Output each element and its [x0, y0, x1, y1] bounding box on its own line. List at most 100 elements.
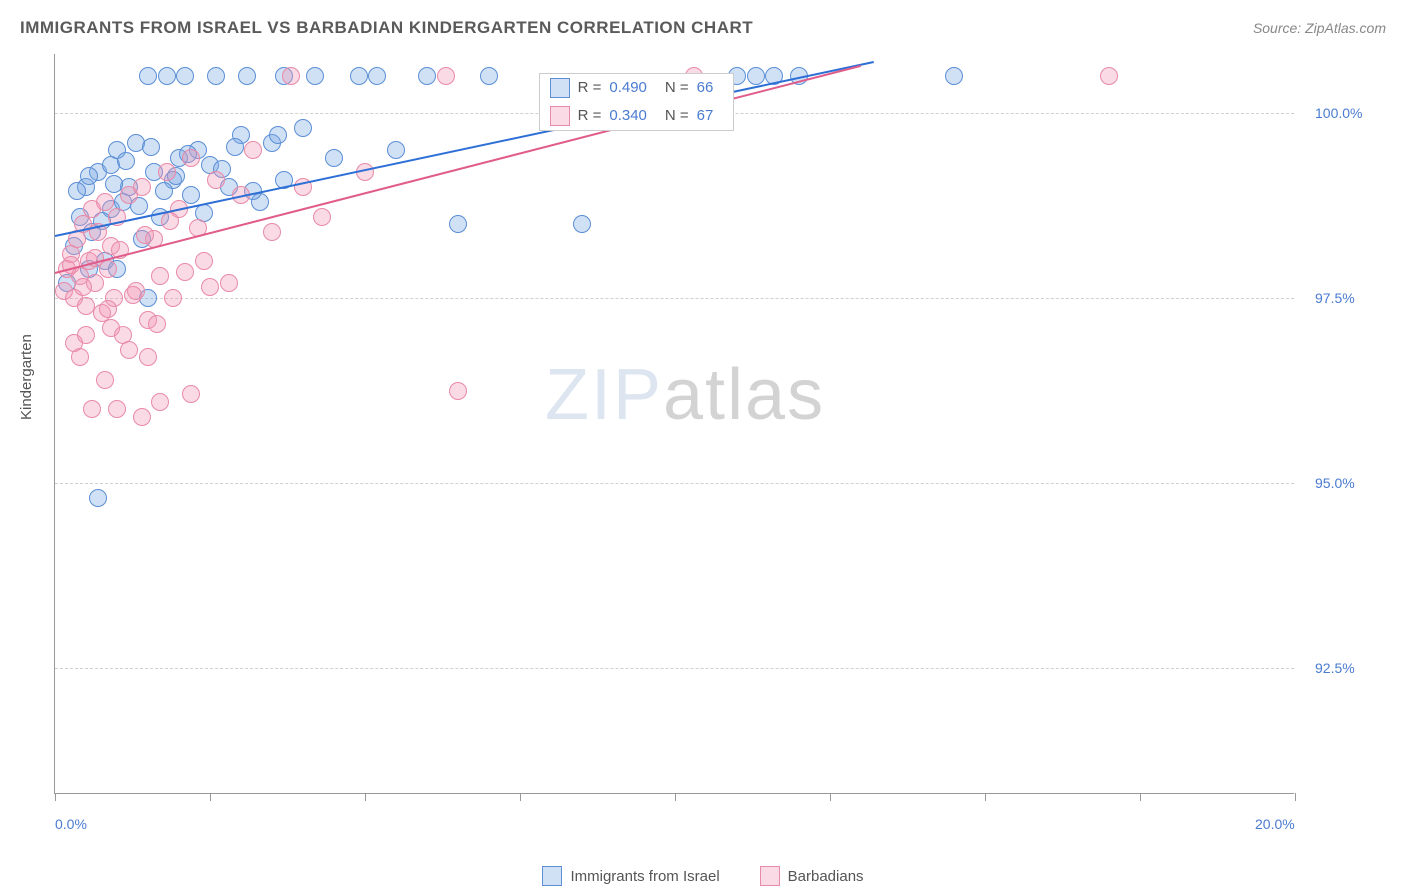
data-point	[83, 400, 101, 418]
watermark-atlas: atlas	[663, 355, 825, 435]
stats-box: R = 0.490 N = 66 R = 0.340 N = 67	[539, 73, 735, 131]
data-point	[158, 163, 176, 181]
data-point	[96, 193, 114, 211]
data-point	[226, 138, 244, 156]
data-point	[102, 319, 120, 337]
data-point	[238, 67, 256, 85]
legend: Immigrants from Israel Barbadians	[0, 866, 1406, 886]
data-point	[207, 67, 225, 85]
legend-label: Immigrants from Israel	[570, 868, 719, 885]
source-label: Source: ZipAtlas.com	[1253, 20, 1386, 36]
plot-area: ZIPatlas 92.5%95.0%97.5%100.0%0.0%20.0%R…	[54, 54, 1294, 794]
data-point	[350, 67, 368, 85]
data-point	[945, 67, 963, 85]
x-tick	[365, 793, 366, 801]
data-point	[80, 167, 98, 185]
data-point	[269, 126, 287, 144]
data-point	[155, 182, 173, 200]
data-point	[449, 382, 467, 400]
x-tick	[210, 793, 211, 801]
data-point	[164, 289, 182, 307]
data-point	[89, 489, 107, 507]
stats-row: R = 0.340 N = 67	[540, 102, 734, 130]
data-point	[244, 141, 262, 159]
data-point	[158, 67, 176, 85]
data-point	[176, 67, 194, 85]
watermark-zip: ZIP	[545, 355, 663, 435]
header: IMMIGRANTS FROM ISRAEL VS BARBADIAN KIND…	[20, 18, 1386, 38]
data-point	[65, 334, 83, 352]
data-point	[74, 278, 92, 296]
x-tick	[520, 793, 521, 801]
gridline	[55, 298, 1294, 299]
data-point	[282, 67, 300, 85]
data-point	[195, 252, 213, 270]
x-tick	[830, 793, 831, 801]
data-point	[220, 274, 238, 292]
data-point	[133, 408, 151, 426]
data-point	[387, 141, 405, 159]
data-point	[182, 186, 200, 204]
watermark: ZIPatlas	[545, 354, 825, 436]
data-point	[148, 315, 166, 333]
x-tick	[985, 793, 986, 801]
data-point	[151, 267, 169, 285]
stats-row: R = 0.490 N = 66	[540, 74, 734, 102]
data-point	[418, 67, 436, 85]
gridline	[55, 483, 1294, 484]
x-tick	[55, 793, 56, 801]
y-tick-label: 97.5%	[1315, 290, 1355, 306]
data-point	[99, 300, 117, 318]
y-tick-label: 100.0%	[1315, 105, 1362, 121]
legend-swatch-icon	[542, 866, 562, 886]
x-tick	[1140, 793, 1141, 801]
stats-swatch-icon	[550, 106, 570, 126]
data-point	[201, 278, 219, 296]
y-tick-label: 95.0%	[1315, 475, 1355, 491]
stat-n-value: 67	[697, 107, 714, 124]
data-point	[306, 67, 324, 85]
stat-r-value: 0.490	[609, 79, 647, 96]
data-point	[151, 393, 169, 411]
legend-item-israel: Immigrants from Israel	[542, 866, 719, 886]
data-point	[136, 226, 154, 244]
stat-r-value: 0.340	[609, 107, 647, 124]
data-point	[747, 67, 765, 85]
data-point	[207, 171, 225, 189]
data-point	[573, 215, 591, 233]
stat-n-label: N =	[665, 107, 689, 124]
x-tick	[675, 793, 676, 801]
data-point	[120, 341, 138, 359]
x-tick-label: 20.0%	[1255, 816, 1295, 832]
stat-r-label: R =	[578, 79, 602, 96]
stat-n-label: N =	[665, 79, 689, 96]
data-point	[68, 182, 86, 200]
data-point	[368, 67, 386, 85]
legend-label: Barbadians	[788, 868, 864, 885]
legend-swatch-icon	[760, 866, 780, 886]
data-point	[182, 385, 200, 403]
data-point	[142, 138, 160, 156]
data-point	[313, 208, 331, 226]
data-point	[325, 149, 343, 167]
x-tick	[1295, 793, 1296, 801]
x-tick-label: 0.0%	[55, 816, 87, 832]
data-point	[108, 400, 126, 418]
data-point	[1100, 67, 1118, 85]
data-point	[139, 348, 157, 366]
data-point	[117, 152, 135, 170]
data-point	[182, 149, 200, 167]
data-point	[124, 286, 142, 304]
data-point	[139, 67, 157, 85]
stat-n-value: 66	[697, 79, 714, 96]
y-tick-label: 92.5%	[1315, 660, 1355, 676]
data-point	[294, 119, 312, 137]
stat-r-label: R =	[578, 107, 602, 124]
chart-title: IMMIGRANTS FROM ISRAEL VS BARBADIAN KIND…	[20, 18, 753, 38]
data-point	[96, 371, 114, 389]
data-point	[449, 215, 467, 233]
data-point	[105, 175, 123, 193]
data-point	[133, 178, 151, 196]
y-axis-label: Kindergarten	[18, 334, 35, 420]
data-point	[480, 67, 498, 85]
